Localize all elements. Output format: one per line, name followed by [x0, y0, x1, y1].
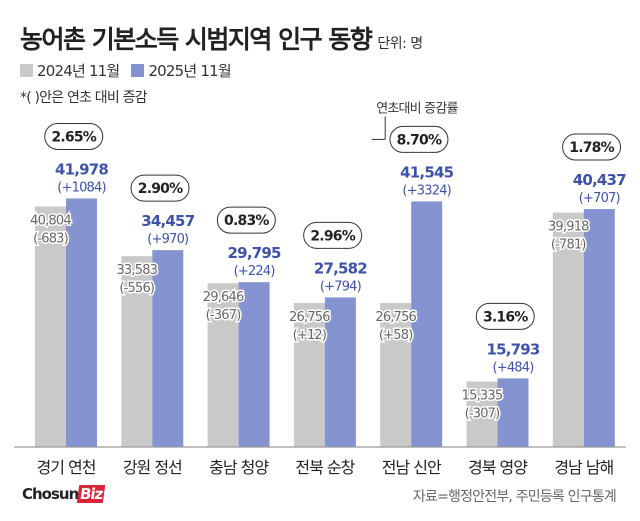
growth-rate-label: 2.96%	[310, 228, 355, 244]
category-label: 전북 순창	[295, 458, 355, 477]
chosunbiz-logo: ChosunBiz	[22, 485, 106, 503]
bar-2024	[466, 381, 498, 447]
category-label: 경북 영양	[468, 458, 528, 477]
category-label: 강원 정선	[123, 458, 182, 477]
annotation-label: 연초대비 증감률	[376, 101, 458, 116]
bar-2025	[66, 198, 97, 447]
logo-accent: Biz	[77, 485, 106, 503]
change-label-2025: (+224)	[234, 264, 275, 279]
bar-2024	[293, 303, 325, 447]
bar-2024	[380, 303, 412, 447]
bar-2025	[411, 201, 443, 447]
growth-pill	[216, 206, 276, 234]
value-label-2024: 15,335	[462, 388, 503, 403]
change-label-2024: (+12)	[293, 328, 327, 343]
growth-pill	[562, 133, 622, 161]
value-label-2025: 41,545	[400, 163, 453, 181]
legend-label-2025: 2025년 11월	[148, 62, 231, 80]
change-label-2024: (-367)	[206, 308, 241, 323]
legend-label-2024: 2024년 11월	[37, 62, 120, 80]
growth-pill	[130, 174, 190, 202]
growth-rate-label: 3.16%	[483, 309, 528, 325]
bar-2025	[238, 282, 270, 447]
bar-2025	[152, 250, 184, 447]
bar-2025	[497, 378, 529, 447]
growth-pill	[475, 302, 535, 330]
change-label-2025: (+484)	[492, 360, 533, 375]
growth-pill	[389, 125, 449, 153]
title-text: 농어촌 기본소득 시범지역 인구 동향	[20, 25, 373, 54]
value-label-2024: 29,646	[203, 290, 244, 305]
category-label: 충남 청양	[209, 458, 269, 477]
bar-2024	[121, 256, 153, 447]
value-label-2024: 26,756	[375, 310, 416, 325]
chart-title: 농어촌 기본소득 시범지역 인구 동향 단위: 명	[20, 20, 423, 56]
change-label-2024: (-307)	[465, 406, 500, 421]
change-label-2024: (-556)	[119, 281, 154, 296]
source-note: 자료=행정안전부, 주민등록 인구통계	[412, 489, 617, 505]
growth-rate-label: 2.65%	[51, 129, 96, 145]
value-label-2024: 33,583	[116, 263, 157, 278]
growth-rate-label: 8.70%	[397, 132, 442, 148]
legend-swatch-2025	[131, 64, 145, 77]
bar-2024	[552, 212, 584, 447]
bar-2025	[324, 297, 356, 447]
bar-2024	[35, 206, 66, 447]
value-label-2025: 41,978	[55, 160, 108, 178]
change-label-2024: (-683)	[33, 232, 68, 247]
growth-rate-label: 2.90%	[138, 181, 183, 197]
change-label-2025: (+707)	[579, 191, 620, 206]
category-label: 경남 남해	[554, 458, 613, 477]
category-label: 전남 신안	[382, 458, 442, 477]
value-label-2025: 29,795	[228, 244, 281, 262]
change-label-2025: (+3324)	[402, 183, 451, 198]
value-label-2025: 15,793	[486, 340, 539, 358]
growth-rate-label: 0.83%	[224, 213, 269, 229]
unit-label: 단위: 명	[377, 36, 423, 52]
value-label-2024: 40,804	[30, 214, 71, 229]
growth-pill	[44, 122, 104, 150]
change-label-2024: (+58)	[379, 328, 413, 343]
bar-2025	[583, 209, 615, 447]
value-label-2025: 34,457	[141, 212, 194, 230]
change-label-2025: (+794)	[320, 279, 361, 294]
change-label-2025: (+970)	[147, 232, 188, 247]
change-label-2024: (-781)	[551, 238, 586, 253]
growth-pill	[303, 221, 363, 249]
legend-swatch-2024	[20, 64, 33, 77]
legend: 2024년 11월 2025년 11월	[20, 60, 232, 81]
logo-text: Chosun	[22, 485, 79, 503]
bar-2024	[207, 283, 239, 447]
value-label-2024: 26,756	[289, 310, 330, 325]
value-label-2025: 27,582	[314, 259, 367, 277]
value-label-2024: 39,918	[548, 220, 589, 235]
growth-rate-label: 1.78%	[569, 140, 614, 156]
change-label-2025: (+1084)	[57, 180, 106, 195]
footnote: *( )안은 연초 대비 증감	[20, 90, 148, 106]
category-label: 경기 연천	[37, 458, 96, 477]
value-label-2025: 40,437	[573, 171, 626, 189]
